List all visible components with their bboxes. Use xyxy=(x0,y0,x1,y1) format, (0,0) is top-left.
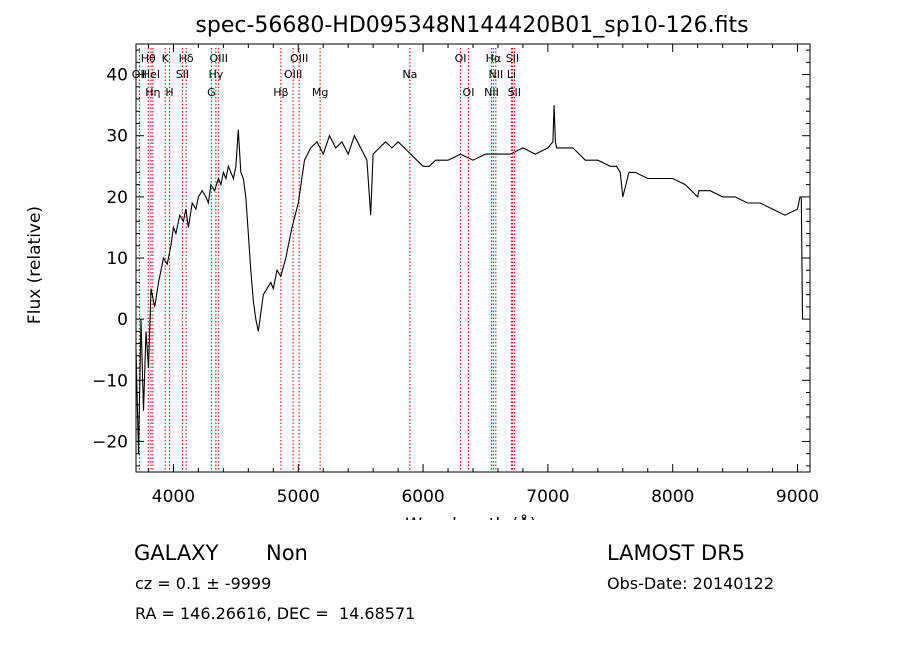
line-marker-label: NII xyxy=(484,86,499,99)
spectrum-chart: spec-56680-HD095348N144420B01_sp10-126.f… xyxy=(25,13,819,520)
line-marker-label: OI xyxy=(463,86,475,99)
x-tick-label: 6000 xyxy=(401,487,444,507)
line-marker-label: HeI xyxy=(142,68,160,81)
line-marker-label: Li xyxy=(507,68,516,81)
line-marker-label: OI xyxy=(455,52,467,65)
x-axis: 4000 5000 6000 7000 8000 9000 xyxy=(147,44,819,507)
object-class: GALAXY xyxy=(134,541,219,565)
line-marker-label: Hβ xyxy=(273,86,288,99)
y-tick-label: 20 xyxy=(106,188,128,208)
line-marker-label: SII xyxy=(176,68,189,81)
line-marker-label: Hγ xyxy=(208,68,223,81)
line-marker-label: Hδ xyxy=(179,52,194,65)
x-axis-label: Wavelength (Å) xyxy=(405,513,536,520)
y-tick-label: −10 xyxy=(92,371,128,391)
line-marker-label: NII xyxy=(488,68,503,81)
survey-name: LAMOST DR5 xyxy=(607,541,746,565)
y-tick-label: 10 xyxy=(106,249,128,269)
spectrum-line xyxy=(135,105,804,454)
y-tick-label: 40 xyxy=(106,66,128,86)
x-tick-label: 7000 xyxy=(526,487,569,507)
chart-title: spec-56680-HD095348N144420B01_sp10-126.f… xyxy=(195,13,748,38)
emission-line-markers xyxy=(138,48,515,472)
y-axis: −20 −10 0 10 20 30 40 xyxy=(92,49,810,467)
y-tick-label: −20 xyxy=(92,432,128,452)
line-marker-label: OIII xyxy=(284,68,302,81)
line-marker-label: Hθ xyxy=(141,52,156,65)
x-tick-label: 4000 xyxy=(152,487,195,507)
x-tick-label: 8000 xyxy=(651,487,694,507)
coordinates: RA = 146.26616, DEC = 14.68571 xyxy=(135,604,416,623)
line-marker-label: SII xyxy=(506,52,519,65)
emission-line-labels: OIIHθHeIHηKHSIIHδGHγOIIIHβOIIIOIIIMgNaOI… xyxy=(132,52,521,99)
line-marker-label: SII xyxy=(508,86,521,99)
observation-date: Obs-Date: 20140122 xyxy=(607,574,775,593)
object-subclass: Non xyxy=(266,541,308,565)
x-tick-label: 9000 xyxy=(776,487,819,507)
y-axis-label: Flux (relative) xyxy=(25,206,45,324)
line-marker-label: OIII xyxy=(210,52,228,65)
line-marker-label: G xyxy=(207,86,216,99)
line-marker-label: H xyxy=(165,86,173,99)
line-marker-label: Hα xyxy=(486,52,502,65)
line-marker-label: OIII xyxy=(290,52,308,65)
line-marker-label: K xyxy=(162,52,170,65)
line-marker-label: Hη xyxy=(145,86,160,99)
y-tick-label: 0 xyxy=(117,310,128,330)
y-tick-label: 30 xyxy=(106,127,128,147)
redshift-cz: cz = 0.1 ± -9999 xyxy=(135,574,272,593)
line-marker-label: Mg xyxy=(312,86,328,99)
line-marker-label: Na xyxy=(402,68,417,81)
x-tick-label: 5000 xyxy=(277,487,320,507)
plot-frame xyxy=(135,43,811,473)
